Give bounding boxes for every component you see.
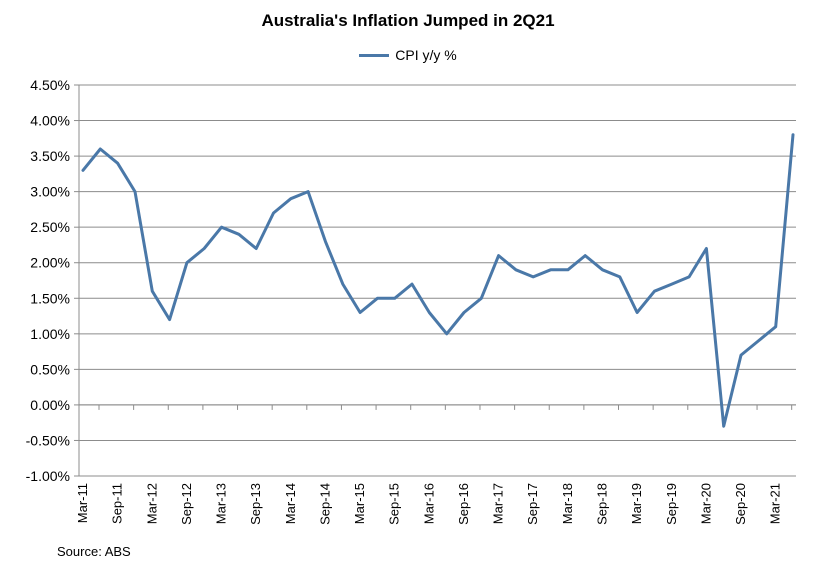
y-tick-label: 1.50%	[30, 290, 70, 306]
y-tick-label: 3.00%	[30, 184, 70, 200]
x-tick-label: Mar-16	[421, 483, 436, 524]
x-tick-label: Sep-13	[248, 483, 263, 525]
x-tick-label: Mar-18	[560, 483, 575, 524]
x-tick-label: Mar-17	[491, 483, 506, 524]
series	[81, 133, 795, 428]
x-tick-label: Sep-16	[456, 483, 471, 525]
y-tick-label: -0.50%	[26, 432, 70, 448]
x-tick-label: Mar-15	[352, 483, 367, 524]
x-tick-label: Sep-17	[525, 483, 540, 525]
x-tick-label: Sep-18	[595, 483, 610, 525]
y-tick-label: 2.00%	[30, 255, 70, 271]
x-axis-ticks: Mar-11 Sep-11 Mar-12 Sep-12 Mar-13 Sep-13 Mar-…	[75, 483, 783, 525]
x-tick-label: Sep-15	[387, 483, 402, 525]
x-tick-label: Mar-11	[75, 483, 90, 523]
x-tick-label: Sep-19	[664, 483, 679, 525]
y-tick-label: 0.50%	[30, 361, 70, 377]
y-tick-label: 2.50%	[30, 219, 70, 235]
source-note: Source: ABS	[57, 544, 131, 559]
legend-swatch	[359, 53, 390, 57]
x-tick-label: Sep-12	[179, 483, 194, 525]
x-tick-label: Sep-14	[317, 483, 332, 525]
x-tick-label: Mar-21	[768, 483, 783, 524]
x-tick-label: Mar-14	[283, 483, 298, 524]
series-line	[81, 133, 795, 428]
x-tick-label: Mar-12	[144, 483, 159, 524]
axes	[74, 84, 796, 477]
gridlines	[79, 84, 796, 477]
y-tick-label: 3.50%	[30, 148, 70, 164]
y-tick-label: 1.00%	[30, 326, 70, 342]
x-tick-label: Sep-11	[110, 483, 125, 524]
chart-title: Australia's Inflation Jumped in 2Q21	[261, 11, 555, 30]
y-tick-label: 0.00%	[30, 397, 70, 413]
x-tick-label: Mar-13	[214, 483, 229, 524]
x-tick-label: Mar-20	[698, 483, 713, 524]
y-axis-ticks: 4.50% 4.00% 3.50% 3.00% 2.50% 2.00% 1.50% 1.00%…	[26, 77, 70, 484]
legend-label: CPI y/y %	[395, 47, 457, 63]
y-tick-label: -1.00%	[26, 468, 70, 484]
x-tick-label: Mar-19	[629, 483, 644, 524]
legend: CPI y/y %	[0, 47, 816, 63]
y-tick-label: 4.00%	[30, 113, 70, 129]
y-tick-label: 4.50%	[30, 77, 70, 93]
x-tick-label: Sep-20	[733, 483, 748, 525]
